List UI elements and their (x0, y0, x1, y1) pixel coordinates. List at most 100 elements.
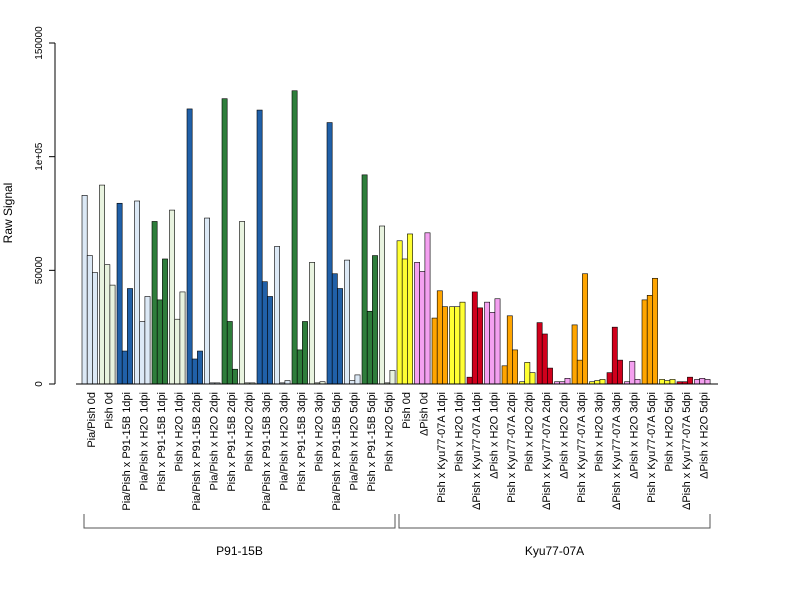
x-tick-label: Pia/Pish x H2O 5dpi (348, 392, 360, 490)
bar (256, 109, 263, 385)
bar (419, 271, 426, 385)
bar (634, 379, 641, 385)
y-tick-label: 1e+05 (34, 142, 45, 171)
bar (296, 349, 303, 385)
bar (81, 195, 88, 385)
x-tick-label: Pish x H2O 2dpi (243, 392, 255, 471)
bar (197, 350, 203, 385)
bar (162, 258, 168, 385)
x-tick-label: Pish x P91-15B 2dpi (226, 392, 238, 492)
x-tick-label: Pish x H2O 3dpi (593, 392, 605, 471)
bar (564, 378, 571, 385)
bar (459, 301, 466, 385)
bar (331, 273, 338, 385)
bar (687, 376, 693, 385)
bar (337, 288, 343, 385)
bar (669, 379, 676, 385)
x-tick-label: Pish x H2O 1dpi (453, 392, 465, 471)
x-tick-label: ΔPish x Kyu77-07A 5dpi (681, 392, 693, 510)
x-tick-label: Pish x P91-15B 5dpi (366, 392, 378, 492)
x-tick-label: Pish 0d (103, 392, 115, 429)
bar (221, 98, 228, 385)
bar (477, 307, 483, 385)
bar (302, 321, 308, 385)
group-bracket (83, 514, 396, 529)
bar (372, 255, 378, 385)
bar (127, 288, 133, 385)
bar (529, 372, 536, 385)
bar (401, 258, 408, 385)
bar (442, 306, 448, 385)
bar (641, 299, 648, 385)
bar (699, 378, 706, 385)
bar (536, 322, 543, 385)
bars (81, 90, 711, 385)
bar (466, 376, 473, 385)
bar (116, 202, 123, 385)
y-tick-label: 0 (34, 381, 45, 387)
bar (99, 184, 105, 385)
bar (547, 367, 553, 385)
x-tick-label: Pia/Pish x H2O 3dpi (278, 392, 290, 490)
x-tick-label: ΔPish x Kyu77-07A 3dpi (611, 392, 623, 510)
bar (226, 321, 233, 385)
bar (599, 379, 606, 385)
bar (186, 108, 193, 385)
bar (104, 264, 111, 385)
x-tick-label: Pia/Pish x P91-15B 5dpi (331, 392, 343, 511)
bar (144, 296, 151, 385)
bar (151, 221, 158, 385)
bar (326, 122, 333, 385)
bar (156, 299, 163, 385)
group-bracket (398, 514, 711, 529)
bar (379, 225, 385, 385)
bar (267, 296, 273, 385)
x-tick-label: Pish x P91-15B 1dpi (156, 392, 168, 492)
group-label: P91-15B (216, 544, 263, 558)
x-tick-label: ΔPish x H2O 5dpi (698, 392, 710, 479)
bar (424, 232, 431, 385)
bar (134, 200, 140, 385)
bar (121, 350, 128, 385)
x-tick-label: ΔPish x Kyu77-07A 1dpi (471, 392, 483, 510)
bar (239, 221, 245, 385)
x-tick-label: Pia/Pish x P91-15B 1dpi (121, 392, 133, 511)
bar (204, 217, 210, 385)
x-tick-label: Pia/Pish x H2O 1dpi (138, 392, 150, 490)
bar (694, 379, 700, 385)
bar (309, 262, 315, 385)
bar (611, 326, 618, 385)
bar (407, 233, 413, 385)
x-tick-label: ΔPish x H2O 2dpi (558, 392, 570, 479)
bar (571, 324, 578, 385)
x-tick-label: Pish x P91-15B 3dpi (296, 392, 308, 492)
y-axis-label: Raw Signal (1, 183, 15, 244)
bar (284, 380, 291, 385)
bar (232, 368, 238, 385)
bar (179, 291, 186, 385)
bar (541, 333, 548, 385)
bar (436, 290, 443, 385)
bar (361, 174, 368, 385)
bar (261, 281, 268, 385)
x-tick-label: Pia/Pish x P91-15B 2dpi (191, 392, 203, 511)
x-tick-label: Pish x H2O 5dpi (383, 392, 395, 471)
bar (524, 362, 531, 385)
y-tick-label: 50000 (34, 256, 45, 284)
bar (506, 315, 513, 385)
bar (704, 379, 711, 385)
bar (86, 255, 93, 385)
x-axis: Pia/Pish 0d Pish 0d Pia/Pish x P91-15B 1dp… (76, 383, 718, 511)
bar (431, 317, 438, 385)
bar (471, 291, 478, 385)
bar (169, 209, 175, 385)
bar (617, 359, 623, 385)
group-label: Kyu77-07A (525, 544, 584, 558)
x-tick-label: Pia/Pish x H2O 2dpi (208, 392, 220, 490)
bar (501, 365, 508, 385)
x-tick-label: Pish x H2O 1dpi (173, 392, 185, 471)
bar (354, 374, 361, 385)
bar (594, 380, 601, 385)
x-tick-label: Pish x H2O 2dpi (523, 392, 535, 471)
